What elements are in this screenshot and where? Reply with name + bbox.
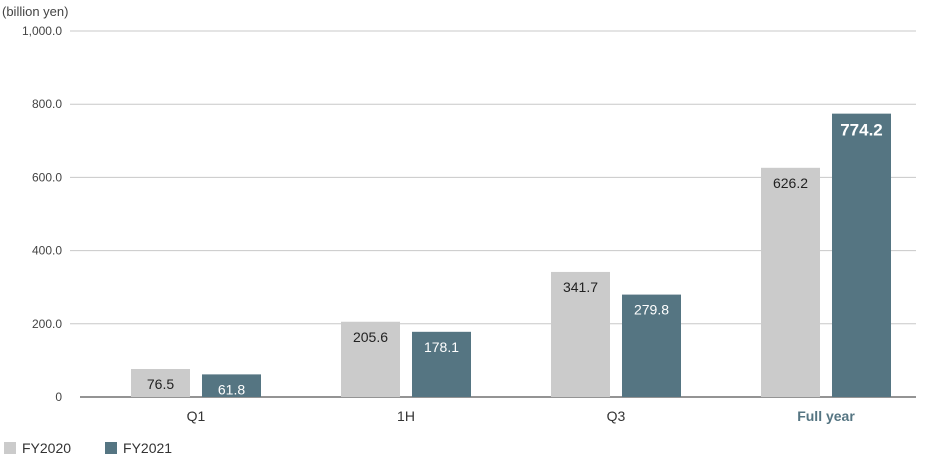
y-tick-label: 400.0 xyxy=(32,244,62,258)
y-tick-label: 200.0 xyxy=(32,317,62,331)
bar-fy2020-q3 xyxy=(551,271,610,397)
x-tick-label: 1H xyxy=(397,408,415,424)
bar-fy2021-1h xyxy=(412,331,471,397)
bar-fy2020-1h xyxy=(341,321,400,397)
legend-item-fy2020: FY2020 xyxy=(4,440,71,456)
x-tick-label: Q1 xyxy=(187,408,206,424)
legend-item-fy2021: FY2021 xyxy=(105,440,172,456)
data-label: 178.1 xyxy=(424,339,459,355)
data-label: 279.8 xyxy=(634,302,669,318)
y-tick-label: 600.0 xyxy=(32,170,62,184)
data-label: 61.8 xyxy=(218,381,245,397)
bar-chart: (billion yen) 0 200.0 400.0 600.0 800.0 1,000… xyxy=(2,4,916,424)
x-tick-label: Full year xyxy=(797,408,855,424)
unit-label: (billion yen) xyxy=(2,4,68,19)
data-label: 76.5 xyxy=(147,376,174,392)
legend-label-fy2020: FY2020 xyxy=(22,440,72,456)
bar-fy2021-q1 xyxy=(202,374,261,397)
bar-fy2021-full-year xyxy=(832,113,891,398)
data-label: 626.2 xyxy=(773,175,808,191)
legend: FY2020 FY2021 xyxy=(4,440,172,456)
x-axis-ticks: Q1 1H Q3 Full year xyxy=(187,408,856,424)
data-label: 774.2 xyxy=(840,121,883,140)
bar-fy2020-q1 xyxy=(131,369,190,397)
y-tick-label: 800.0 xyxy=(32,97,62,111)
bar-fy2021-q3 xyxy=(622,294,681,397)
y-tick-label: 0 xyxy=(55,390,62,404)
y-axis-ticks: 0 200.0 400.0 600.0 800.0 1,000.0 xyxy=(22,24,62,404)
data-label: 341.7 xyxy=(563,279,598,295)
bar-fy2020-full-year xyxy=(761,167,820,397)
y-tick-label: 1,000.0 xyxy=(22,24,62,38)
data-label: 205.6 xyxy=(353,329,388,345)
x-tick-label: Q3 xyxy=(607,408,626,424)
legend-swatch-fy2020 xyxy=(4,442,16,454)
legend-swatch-fy2021 xyxy=(105,442,118,454)
bars: 76.5 61.8 205.6 178.1 341.7 279.8 626.2 774.2 xyxy=(131,113,891,398)
legend-label-fy2021: FY2021 xyxy=(123,440,173,456)
